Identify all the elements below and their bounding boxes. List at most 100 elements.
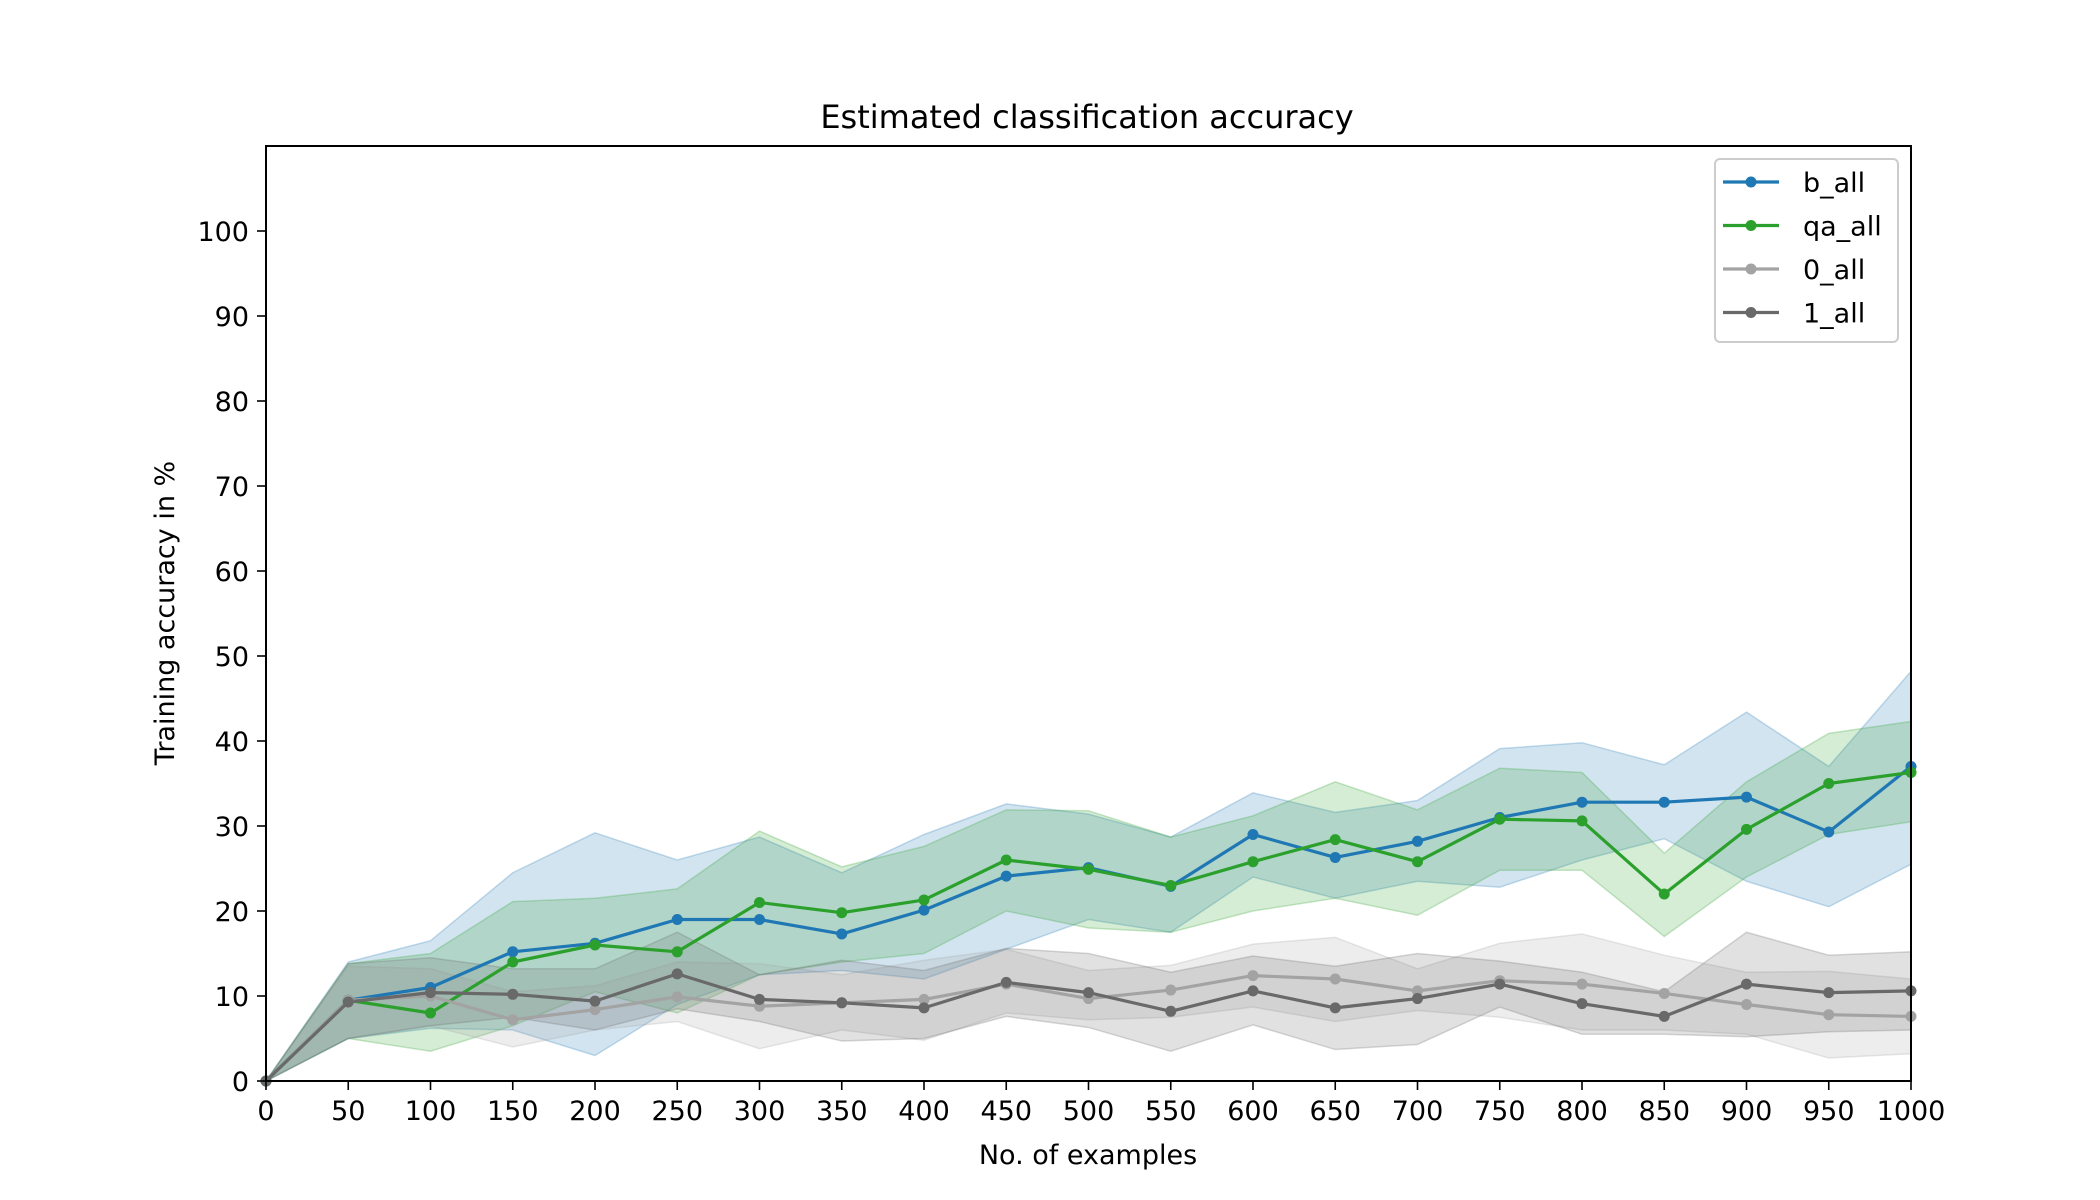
point-1-all (1741, 978, 1752, 990)
legend-marker-1-all (1745, 307, 1757, 318)
y-tick-label: 20 (215, 897, 249, 928)
point-1-all (1247, 985, 1259, 997)
point-1-all (918, 1002, 930, 1014)
x-tick-label: 350 (816, 1096, 868, 1127)
point-1-all (425, 987, 436, 999)
point-qa-all (1083, 863, 1094, 875)
y-axis: 0 10 20 30 40 50 60 70 80 90 100 (197, 217, 266, 1098)
point-0-all (1576, 978, 1588, 990)
y-tick-label: 30 (215, 812, 249, 843)
y-tick-label: 100 (197, 217, 249, 248)
x-axis-label: No. of examples (979, 1140, 1197, 1171)
point-1-all (507, 988, 519, 1000)
point-0-all (1823, 1009, 1835, 1021)
point-0-all (918, 993, 930, 1005)
point-b-all (671, 914, 683, 925)
point-1-all (671, 968, 683, 980)
point-qa-all (671, 946, 683, 958)
point-qa-all (836, 907, 848, 919)
x-tick-label: 600 (1227, 1096, 1279, 1127)
x-tick-label: 700 (1392, 1096, 1444, 1127)
point-b-all (754, 914, 765, 925)
x-tick-label: 800 (1556, 1096, 1608, 1127)
point-qa-all (507, 956, 519, 968)
point-0-all (1329, 973, 1341, 985)
point-0-all (1412, 985, 1423, 997)
x-axis: 0 50 100 150 200 250 300 350 400 450 500 550 600 650 7… (257, 1081, 1945, 1127)
point-0-all (1741, 999, 1752, 1010)
x-tick-label: 150 (487, 1096, 539, 1127)
x-tick-label: 200 (569, 1096, 621, 1127)
point-1-all (1083, 987, 1094, 999)
point-0-all (1165, 984, 1177, 996)
y-axis-label: Training accuracy in % (150, 461, 181, 766)
x-tick-label: 900 (1721, 1096, 1773, 1127)
point-1-all (1329, 1002, 1341, 1014)
y-tick-label: 70 (215, 472, 249, 503)
y-tick-label: 60 (215, 557, 249, 588)
x-tick-label: 250 (651, 1096, 703, 1127)
legend-label-qa-all: qa_all (1803, 212, 1882, 243)
point-0-all (671, 991, 683, 1003)
point-qa-all (1741, 823, 1752, 835)
point-b-all (918, 904, 930, 916)
point-b-all (836, 928, 848, 940)
point-1-all (1165, 1005, 1177, 1017)
point-b-all (1000, 870, 1012, 882)
point-qa-all (1658, 888, 1670, 900)
point-b-all (1658, 796, 1670, 808)
point-1-all (754, 993, 765, 1005)
point-qa-all (1494, 813, 1506, 825)
point-qa-all (1412, 856, 1423, 868)
point-0-all (507, 1014, 519, 1026)
x-tick-label: 850 (1638, 1096, 1690, 1127)
legend-marker-qa-all (1745, 220, 1757, 231)
y-tick-label: 0 (232, 1067, 249, 1098)
x-tick-label: 1000 (1877, 1096, 1946, 1127)
point-qa-all (589, 939, 601, 951)
legend-label-0-all: 0_all (1803, 255, 1865, 286)
y-tick-label: 80 (215, 387, 249, 418)
y-tick-label: 50 (215, 642, 249, 673)
x-tick-label: 450 (980, 1096, 1032, 1127)
point-0-all (1658, 987, 1670, 999)
x-tick-label: 550 (1145, 1096, 1197, 1127)
legend-label-b-all: b_all (1803, 168, 1865, 199)
point-1-all (1412, 993, 1423, 1005)
x-tick-label: 50 (331, 1096, 365, 1127)
point-qa-all (1576, 815, 1588, 827)
point-1-all (1658, 1010, 1670, 1022)
point-qa-all (1000, 854, 1012, 866)
point-qa-all (425, 1007, 436, 1019)
x-tick-label: 950 (1803, 1096, 1855, 1127)
point-b-all (1247, 829, 1259, 840)
chart-title: Estimated classification accuracy (820, 98, 1353, 136)
y-tick-label: 10 (215, 982, 249, 1013)
point-b-all (1741, 791, 1752, 803)
series-markers (260, 761, 1917, 1087)
point-0-all (1247, 970, 1259, 982)
point-b-all (1823, 826, 1835, 838)
point-0-all (589, 1004, 601, 1016)
x-tick-label: 400 (898, 1096, 950, 1127)
point-qa-all (754, 897, 765, 908)
x-tick-label: 750 (1474, 1096, 1526, 1127)
legend-label-1-all: 1_all (1803, 299, 1865, 330)
point-qa-all (918, 894, 930, 906)
y-tick-label: 90 (215, 302, 249, 333)
point-1-all (836, 997, 848, 1009)
point-b-all (1576, 796, 1588, 808)
legend: b_all qa_all 0_all 1_all (1714, 158, 1899, 343)
point-qa-all (1823, 778, 1835, 789)
point-b-all (507, 946, 519, 958)
point-1-all (1576, 998, 1588, 1010)
point-1-all (1000, 976, 1012, 988)
point-1-all (1823, 987, 1835, 999)
legend-marker-0-all (1745, 263, 1757, 275)
legend-marker-b-all (1745, 176, 1757, 188)
legend-box (1714, 158, 1899, 343)
x-tick-label: 100 (405, 1096, 457, 1127)
x-tick-label: 500 (1063, 1096, 1115, 1127)
point-1-all (1494, 978, 1506, 990)
